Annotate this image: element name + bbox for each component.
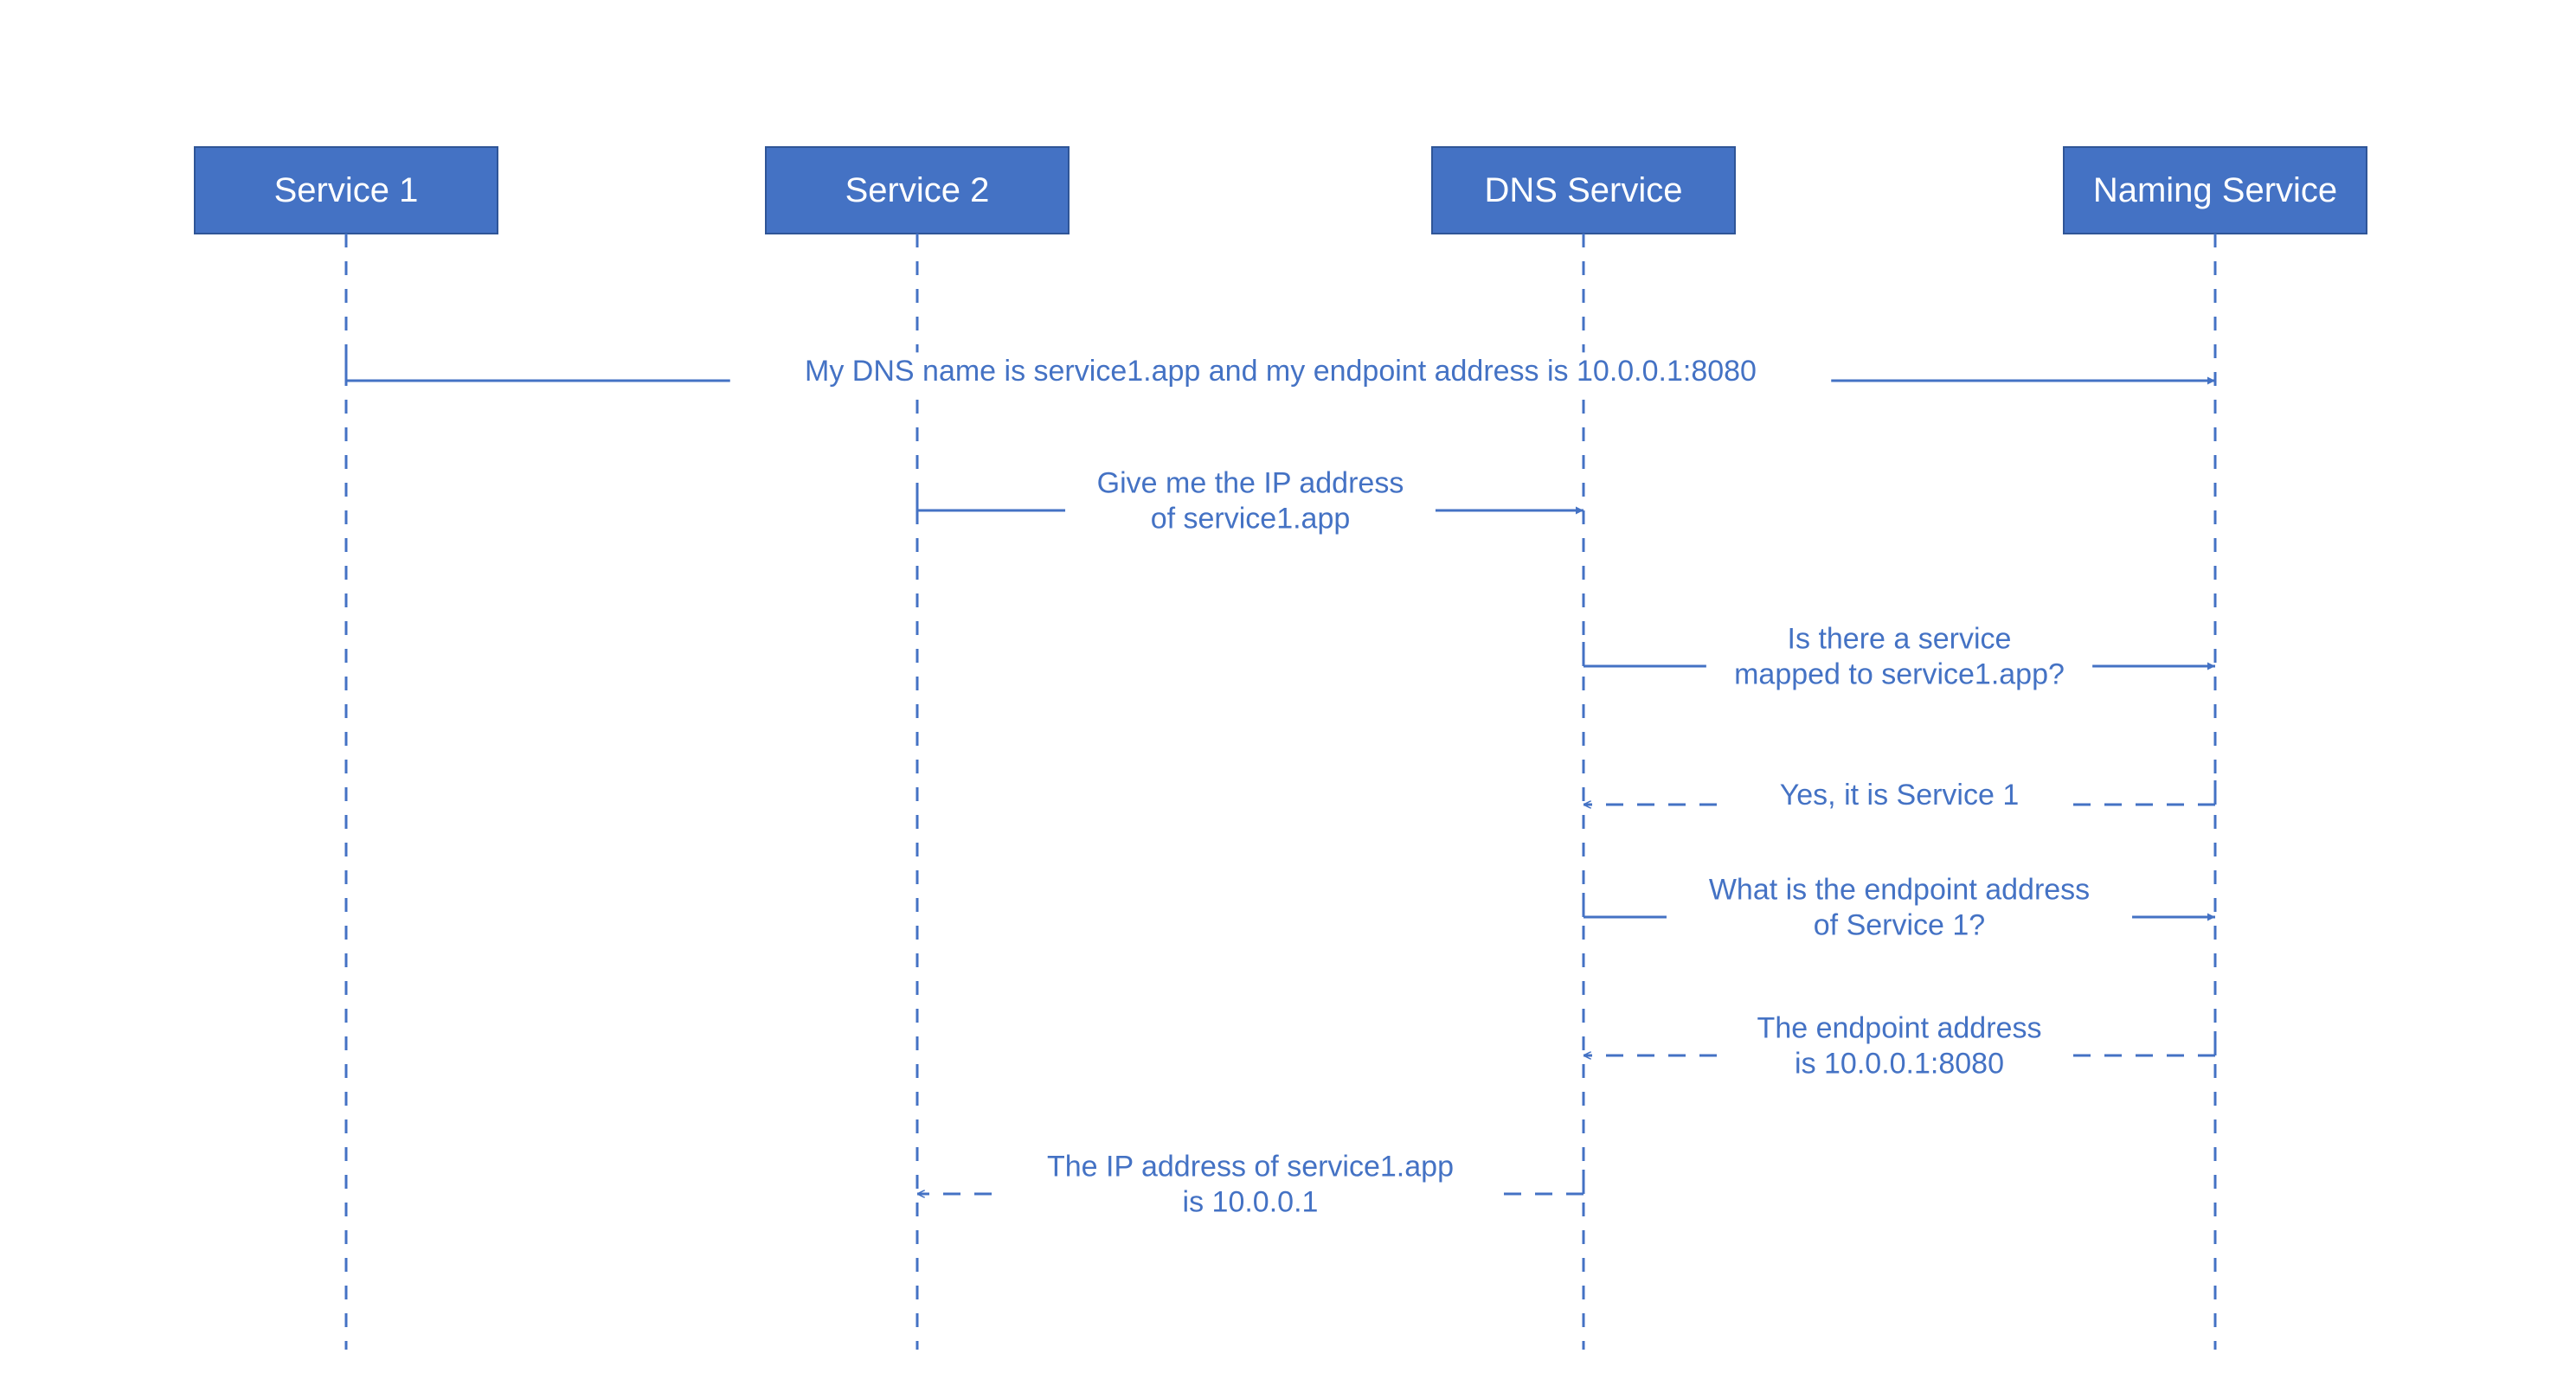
message-4: What is the endpoint addressof Service 1…	[1584, 871, 2215, 949]
participant-label: DNS Service	[1485, 171, 1683, 209]
participant-label: Service 2	[845, 171, 990, 209]
message-label: Yes, it is Service 1	[1780, 779, 2020, 811]
participant-label: Naming Service	[2093, 171, 2337, 209]
participant-label: Service 1	[274, 171, 419, 209]
message-label: My DNS name is service1.app and my endpo…	[805, 355, 1757, 388]
message-6: The IP address of service1.appis 10.0.0.…	[917, 1148, 1584, 1226]
sequence-diagram: Service 1 Service 2 DNS Service Naming Serv…	[0, 0, 2576, 1392]
